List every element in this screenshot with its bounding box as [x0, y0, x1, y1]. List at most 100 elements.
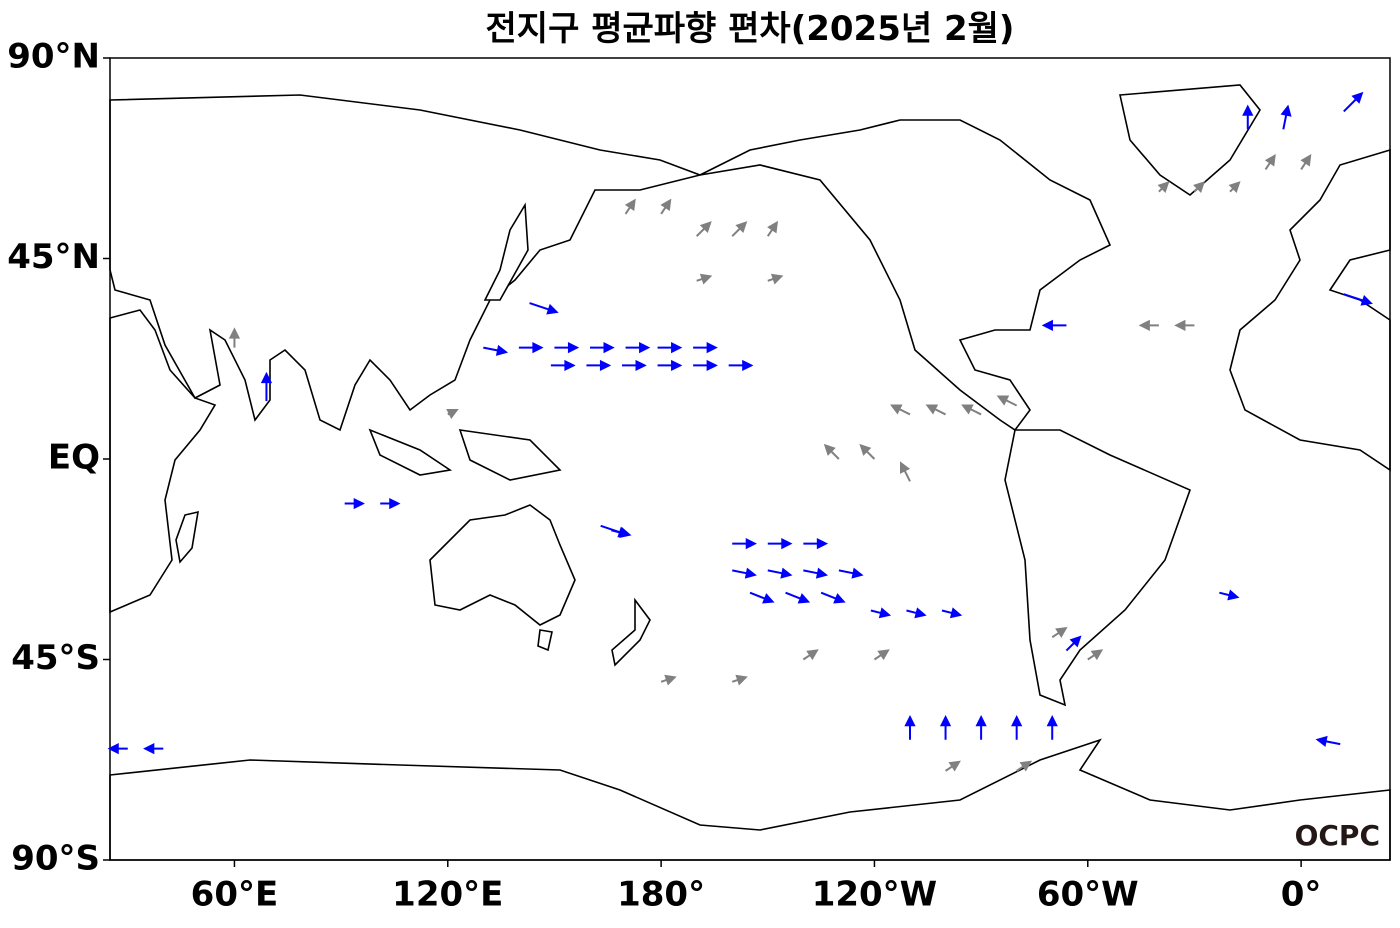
vector-arrow [941, 607, 963, 619]
logo: OCPC [1295, 819, 1380, 852]
x-tick-label: 60°W [1037, 875, 1139, 915]
land [109, 94, 703, 432]
vector-arrow [1041, 319, 1067, 331]
vector-arrow [732, 567, 757, 579]
vector-arrow [732, 538, 757, 550]
vector-arrow [1228, 181, 1241, 194]
vector-arrow [900, 461, 911, 482]
vector-arrow [803, 567, 829, 579]
vector-arrow [657, 341, 683, 354]
vector-arrow [1343, 293, 1373, 306]
vector-arrow [1011, 714, 1023, 740]
land [699, 119, 1112, 432]
vector-arrow [767, 567, 793, 579]
vector-arrow [696, 273, 713, 285]
vector-arrow [529, 302, 559, 315]
vector-arrow [554, 341, 580, 354]
vector-arrow [518, 341, 544, 354]
vector-arrow [1046, 714, 1058, 740]
vector-arrow [767, 273, 784, 285]
vector-arrow [767, 538, 793, 550]
vector-arrow [344, 497, 365, 510]
vector-arrow [728, 359, 754, 372]
vector-arrow [107, 742, 128, 755]
land [483, 202, 529, 301]
vector-arrow [731, 221, 748, 237]
vector-arrow [873, 649, 890, 661]
vector-arrow [380, 497, 401, 510]
land [611, 597, 651, 667]
vector-arrow [1264, 154, 1276, 170]
vector-arrow [749, 591, 775, 604]
vector-arrow [693, 359, 718, 372]
vector-arrow [1300, 154, 1312, 170]
land [1229, 148, 1391, 472]
vector-arrow [1087, 649, 1104, 661]
vector-arrow [925, 404, 947, 416]
vector-arrow [961, 404, 982, 416]
land [1004, 429, 1192, 707]
y-tick-label: 90°N [7, 37, 100, 77]
y-tick-label: 45°S [11, 638, 100, 678]
vector-arrow [446, 408, 459, 419]
vector-arrow [693, 341, 718, 354]
vector-arrow [1138, 319, 1159, 331]
vector-arrow [600, 524, 630, 538]
x-tick-label: 0° [1281, 875, 1322, 915]
vector-arrow [838, 567, 864, 579]
x-tick-label: 120°W [812, 875, 937, 915]
y-tick-label: EQ [48, 438, 100, 478]
land [1119, 84, 1261, 197]
vector-arrow [1065, 635, 1082, 652]
vector-arrow [625, 341, 651, 354]
vector-arrow [483, 344, 509, 356]
vector-arrow [1219, 589, 1240, 601]
land [175, 510, 199, 564]
x-tick-label: 120°E [392, 875, 503, 915]
vector-arrow [820, 591, 846, 604]
land [368, 428, 453, 476]
vector-arrow [1157, 181, 1170, 194]
y-tick-label: 90°S [11, 839, 100, 879]
vector-arrow [1051, 626, 1068, 639]
vector-arrow [906, 607, 927, 619]
vector-arrow [228, 327, 241, 348]
vector-arrow [939, 714, 952, 740]
vector-arrow [660, 674, 677, 686]
map-title: 전지구 평균파향 편차(2025년 2월) [486, 9, 1015, 49]
vector-arrow [586, 359, 612, 372]
vector-arrow [1242, 104, 1254, 130]
vector-arrow [975, 714, 987, 740]
vector-arrow [143, 742, 164, 755]
vector-arrow [660, 198, 672, 215]
land [109, 309, 217, 614]
coastlines [109, 84, 1391, 861]
vector-arrow [803, 538, 829, 550]
vector-arrow [859, 443, 876, 460]
vector-arrow [550, 359, 576, 372]
vector-arrow [590, 341, 615, 354]
vector-arrow [695, 221, 712, 237]
land [458, 429, 562, 481]
vector-arrow [904, 714, 916, 740]
vector-arrow [890, 404, 911, 416]
vector-arrow [802, 649, 819, 661]
vector-arrow [1016, 760, 1033, 772]
land [109, 738, 1391, 861]
vector-arrow [766, 220, 779, 237]
vector-arrow [731, 674, 748, 686]
land [429, 504, 576, 626]
vector-arrow [823, 443, 840, 460]
vector-arrow [622, 359, 647, 372]
vector-arrow [1280, 104, 1292, 130]
vector-arrow [1193, 181, 1206, 194]
vector-arrow [1315, 735, 1341, 747]
vector-arrow [657, 359, 683, 372]
x-tick-label: 60°E [191, 875, 279, 915]
y-tick-label: 45°N [7, 237, 100, 277]
x-tick-label: 180° [617, 875, 705, 915]
vector-arrow [996, 395, 1018, 407]
vector-arrow [1343, 91, 1364, 113]
land [537, 629, 553, 652]
